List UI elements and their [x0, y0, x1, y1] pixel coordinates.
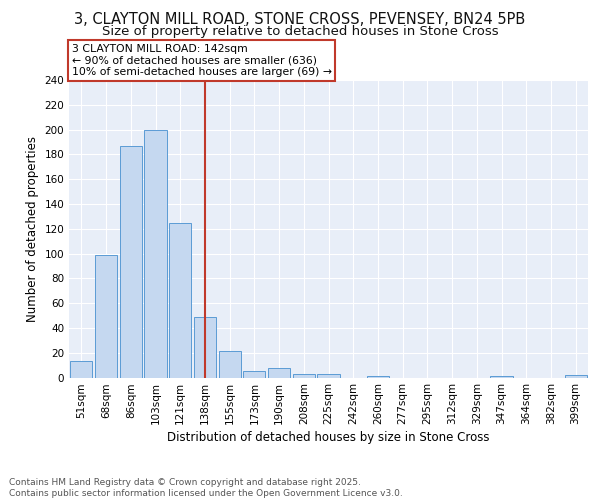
Bar — [218, 352, 241, 378]
Bar — [70, 362, 92, 378]
Text: 3, CLAYTON MILL ROAD, STONE CROSS, PEVENSEY, BN24 5PB: 3, CLAYTON MILL ROAD, STONE CROSS, PEVEN… — [74, 12, 526, 28]
Bar — [194, 317, 216, 378]
Bar — [119, 146, 142, 378]
Text: 3 CLAYTON MILL ROAD: 142sqm
← 90% of detached houses are smaller (636)
10% of se: 3 CLAYTON MILL ROAD: 142sqm ← 90% of det… — [71, 44, 332, 77]
Bar — [367, 376, 389, 378]
Bar — [293, 374, 315, 378]
Y-axis label: Number of detached properties: Number of detached properties — [26, 136, 39, 322]
Bar — [268, 368, 290, 378]
Bar — [145, 130, 167, 378]
Bar — [565, 375, 587, 378]
Text: Size of property relative to detached houses in Stone Cross: Size of property relative to detached ho… — [101, 25, 499, 38]
X-axis label: Distribution of detached houses by size in Stone Cross: Distribution of detached houses by size … — [167, 432, 490, 444]
Bar — [317, 374, 340, 378]
Bar — [169, 222, 191, 378]
Bar — [243, 372, 265, 378]
Bar — [490, 376, 512, 378]
Bar — [95, 255, 117, 378]
Text: Contains HM Land Registry data © Crown copyright and database right 2025.
Contai: Contains HM Land Registry data © Crown c… — [9, 478, 403, 498]
